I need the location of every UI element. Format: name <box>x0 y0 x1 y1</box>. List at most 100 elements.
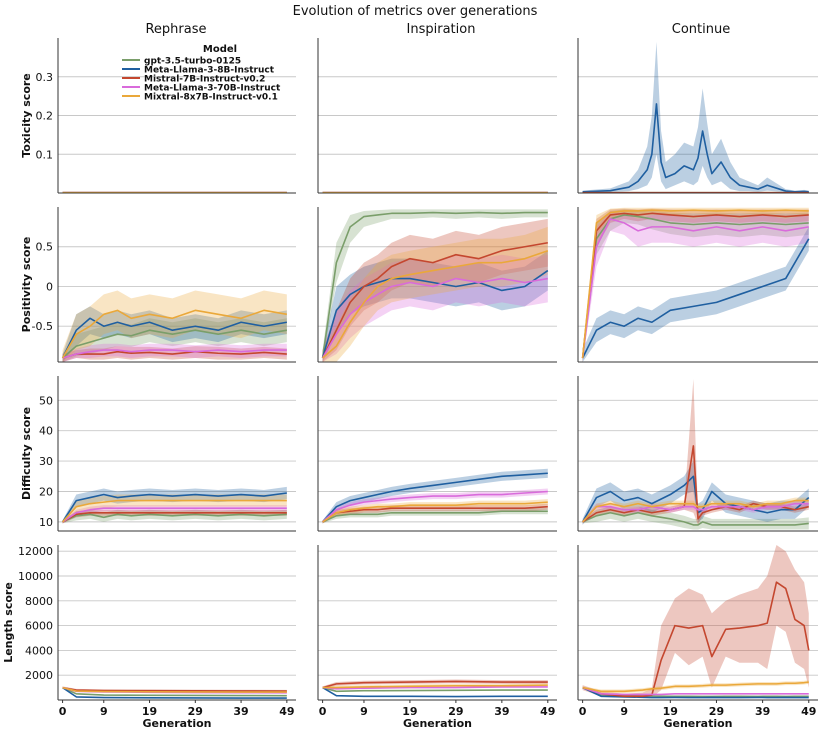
legend-label-gpt-3.5-turbo-0125: gpt-3.5-turbo-0125 <box>144 57 241 67</box>
legend-label-meta-llama-3-8b: Meta-Llama-3-8B-Instruct <box>144 66 275 76</box>
band-mistral-7b-instruct-v0-2 <box>582 545 809 698</box>
band-mistral-7b-instruct-v0-2 <box>582 208 809 362</box>
series-line-mistral-7b-instruct-v0-2 <box>322 505 548 523</box>
x-tick-label: 29 <box>709 705 724 718</box>
band-meta-llama-3-70b-instruct <box>62 505 287 524</box>
x-tick-label: 49 <box>801 705 816 718</box>
legend-label-meta-llama-3-70b: Meta-Llama-3-70B-Instruct <box>144 84 281 94</box>
series-line-gpt-3-5-turbo-0125 <box>62 686 287 697</box>
series-line-meta-llama-3-70b-instruct <box>322 490 548 523</box>
panel-3-2: 0 9 19 29 39 49 Generation <box>577 545 818 730</box>
band-meta-llama-3-70b-instruct <box>322 488 548 524</box>
x-tick-label: 19 <box>663 705 678 718</box>
panel-3-0: 2000 4000 6000 8000 10000 12000 0 9 19 29 39 49 Gene… <box>2 545 296 730</box>
series-line-gpt-3-5-turbo-0125 <box>582 511 809 526</box>
x-tick-label: 0 <box>59 705 67 718</box>
legend-label-mistral-7b: Mistral-7B-Instruct-v0.2 <box>144 75 265 85</box>
y-axis-label: Toxicity score <box>20 73 33 158</box>
panel-2-0: 10 20 30 40 50 Difficulty score <box>20 376 296 532</box>
y-axis-label: Length score <box>2 582 15 663</box>
legend-label-mixtral-8x7b: Mixtral-8x7B-Instruct-v0.1 <box>144 93 278 103</box>
x-tick-label: 39 <box>233 705 248 718</box>
y-tick-label: 0.5 <box>36 241 54 254</box>
panel-0-2 <box>577 38 818 194</box>
series-line-meta-llama-3-70b-instruct <box>321 277 548 359</box>
series-line-meta-llama-3-8b-instruct <box>581 238 810 359</box>
band-meta-llama-3-8b-instruct <box>62 486 287 524</box>
column-title-inspiration: Inspiration <box>407 22 476 37</box>
y-tick-label: 2000 <box>25 669 53 682</box>
y-tick-label: 10000 <box>18 570 53 583</box>
series-line-mixtral-8x7b-instruct-v0-1 <box>581 209 809 359</box>
series-line-mixtral-8x7b-instruct-v0-1 <box>582 499 809 523</box>
series-line-meta-llama-3-8b-instruct <box>582 686 809 699</box>
series-line-mistral-7b-instruct-v0-2 <box>62 511 287 523</box>
x-axis-label: Generation <box>663 717 732 730</box>
band-mixtral-8x7b-instruct-v0-1 <box>62 494 287 524</box>
panel-2-2 <box>577 376 818 532</box>
y-tick-label: 12000 <box>18 545 53 558</box>
band-meta-llama-3-8b-instruct <box>582 226 809 362</box>
series-line-meta-llama-3-8b-instruct <box>61 317 287 359</box>
series-line-mistral-7b-instruct-v0-2 <box>582 581 810 698</box>
series-line-meta-llama-3-8b-instruct <box>322 472 548 523</box>
y-tick-label: 50 <box>39 394 53 407</box>
y-tick-label: 30 <box>39 455 53 468</box>
series-line-meta-llama-3-70b-instruct <box>62 507 287 523</box>
x-tick-label: 9 <box>620 705 628 718</box>
panel-0-1 <box>317 38 557 194</box>
series-line-meta-llama-3-8b-instruct <box>582 103 809 193</box>
series-line-mixtral-8x7b-instruct-v0-1 <box>61 309 287 359</box>
x-tick-label: 49 <box>540 705 555 718</box>
x-tick-label: 0 <box>579 705 587 718</box>
series-line-meta-llama-3-70b-instruct <box>62 349 287 359</box>
series-line-mistral-7b-instruct-v0-2 <box>321 241 548 359</box>
panel-3-1: 0 9 19 29 39 49 Generation <box>317 545 557 730</box>
series-line-meta-llama-3-8b-instruct <box>321 269 549 359</box>
series-line-meta-llama-3-8b-instruct <box>61 492 287 523</box>
series-line-mixtral-8x7b-instruct-v0-1 <box>62 686 287 693</box>
y-tick-label: 0.3 <box>36 71 54 84</box>
panel-1-1 <box>317 207 557 363</box>
series-line-meta-llama-3-8b-instruct <box>322 686 548 698</box>
x-tick-label: 29 <box>188 705 203 718</box>
band-mixtral-8x7b-instruct-v0-1 <box>582 207 809 362</box>
y-tick-label: 40 <box>39 425 53 438</box>
series-line-gpt-3-5-turbo-0125 <box>322 686 548 693</box>
band-meta-llama-3-8b-instruct <box>582 41 809 193</box>
series-line-gpt-3-5-turbo-0125 <box>321 211 548 359</box>
band-mixtral-8x7b-instruct-v0-1 <box>322 226 548 362</box>
y-tick-label: 8000 <box>25 595 53 608</box>
legend-title: Model <box>203 44 237 55</box>
x-tick-label: 19 <box>142 705 157 718</box>
series-line-meta-llama-3-70b-instruct <box>581 218 809 359</box>
band-mistral-7b-instruct-v0-2 <box>582 379 809 525</box>
x-axis-label: Generation <box>403 717 472 730</box>
x-tick-label: 0 <box>319 705 327 718</box>
series-line-mistral-7b-instruct-v0-2 <box>322 680 548 689</box>
panel-2-1 <box>317 376 557 532</box>
series-line-meta-llama-3-70b-instruct <box>582 686 809 696</box>
band-mixtral-8x7b-instruct-v0-1 <box>322 499 548 524</box>
y-tick-label: 4000 <box>25 644 53 657</box>
y-tick-label: 6000 <box>25 620 53 633</box>
x-tick-label: 29 <box>448 705 463 718</box>
series-line-mistral-7b-instruct-v0-2 <box>581 212 809 359</box>
y-tick-label: 10 <box>39 516 53 529</box>
x-tick-label: 9 <box>100 705 108 718</box>
band-mixtral-8x7b-instruct-v0-1 <box>62 290 287 362</box>
band-meta-llama-3-70b-instruct <box>62 343 287 362</box>
series-line-meta-llama-3-8b-instruct <box>62 686 287 699</box>
series-line-gpt-3-5-turbo-0125 <box>322 510 548 523</box>
series-line-meta-llama-3-70b-instruct <box>582 502 809 523</box>
y-tick-label: 0.1 <box>36 148 54 161</box>
legend: Model gpt-3.5-turbo-0125 Meta-Llama-3-8B… <box>122 44 281 103</box>
column-title-rephrase: Rephrase <box>145 22 206 37</box>
x-tick-label: 9 <box>360 705 368 718</box>
y-axis-label: Positivity score <box>20 237 33 333</box>
series-line-mixtral-8x7b-instruct-v0-1 <box>322 684 548 689</box>
series-line-mixtral-8x7b-instruct-v0-1 <box>322 501 548 523</box>
